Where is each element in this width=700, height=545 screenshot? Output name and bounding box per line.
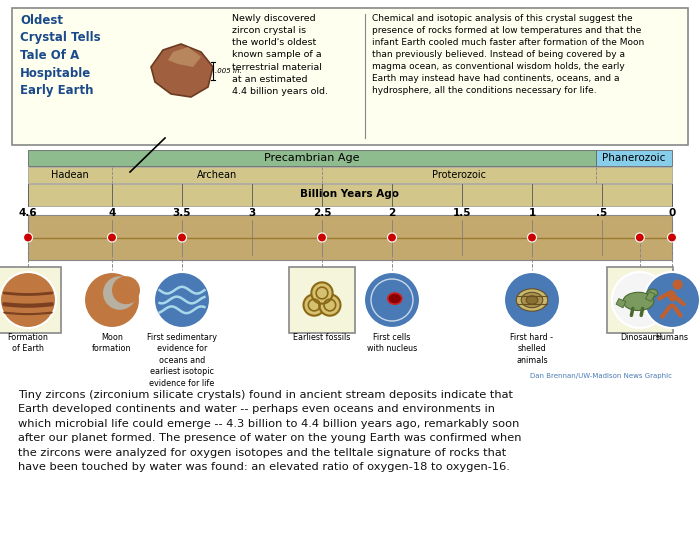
Circle shape: [0, 272, 56, 328]
Circle shape: [312, 282, 332, 304]
Circle shape: [318, 233, 326, 242]
Circle shape: [112, 276, 140, 304]
Circle shape: [84, 272, 140, 328]
Bar: [28, 167, 672, 183]
Circle shape: [636, 233, 644, 242]
Text: First sedimentary
evidence for
oceans and
earliest isotopic
evidence for life: First sedimentary evidence for oceans an…: [147, 333, 217, 388]
Text: 4.6: 4.6: [19, 208, 37, 218]
Circle shape: [504, 272, 560, 328]
Text: 1: 1: [528, 208, 536, 218]
Polygon shape: [151, 44, 213, 97]
Bar: [12, 8, 688, 145]
Text: Archean: Archean: [197, 170, 237, 180]
Text: 1.5: 1.5: [453, 208, 471, 218]
Ellipse shape: [668, 290, 676, 301]
Circle shape: [644, 272, 700, 328]
Text: Dan Brennan/UW-Madison News Graphic: Dan Brennan/UW-Madison News Graphic: [530, 373, 672, 379]
Text: .5: .5: [596, 208, 608, 218]
Ellipse shape: [388, 293, 402, 304]
Circle shape: [673, 280, 682, 289]
Ellipse shape: [623, 292, 654, 311]
Text: First cells
with nucleus: First cells with nucleus: [367, 333, 417, 354]
Ellipse shape: [647, 289, 658, 297]
Text: 0: 0: [668, 208, 676, 218]
Bar: [28, 215, 672, 260]
Text: Moon
formation: Moon formation: [92, 333, 132, 354]
Circle shape: [364, 272, 420, 328]
Text: Humans: Humans: [655, 333, 689, 342]
Bar: [28, 184, 672, 206]
Text: Dinosaurs: Dinosaurs: [620, 333, 660, 342]
Text: .005 in.: .005 in.: [215, 68, 242, 74]
Text: Chemical and isotopic analysis of this crystal suggest the
presence of rocks for: Chemical and isotopic analysis of this c…: [372, 14, 644, 95]
Circle shape: [178, 233, 186, 242]
Bar: [596, 150, 672, 166]
Polygon shape: [616, 299, 626, 308]
Circle shape: [668, 233, 676, 242]
Polygon shape: [645, 292, 655, 301]
Text: First hard -
shelled
animals: First hard - shelled animals: [510, 333, 554, 365]
Text: 3.5: 3.5: [173, 208, 191, 218]
Circle shape: [388, 233, 396, 242]
Circle shape: [108, 233, 116, 242]
Polygon shape: [168, 47, 201, 67]
Bar: [607, 267, 673, 333]
Text: Oldest
Crystal Tells
Tale Of A
Hospitable
Early Earth: Oldest Crystal Tells Tale Of A Hospitabl…: [20, 14, 101, 97]
Circle shape: [319, 294, 340, 316]
Text: 2.5: 2.5: [313, 208, 331, 218]
Text: 3: 3: [248, 208, 256, 218]
Circle shape: [528, 233, 536, 242]
Text: Tiny zircons (zirconium silicate crystals) found in ancient stream deposits indi: Tiny zircons (zirconium silicate crystal…: [18, 390, 522, 472]
Circle shape: [24, 233, 32, 242]
Circle shape: [612, 272, 668, 328]
Bar: [28, 150, 596, 166]
Bar: [0, 267, 61, 333]
Text: Phanerozoic: Phanerozoic: [603, 153, 666, 163]
Bar: [289, 267, 355, 333]
Text: Newly discovered
zircon crystal is
the world's oldest
known sample of a
terrestr: Newly discovered zircon crystal is the w…: [232, 14, 328, 96]
Text: 2: 2: [389, 208, 396, 218]
Ellipse shape: [522, 292, 542, 308]
Text: 4: 4: [108, 208, 116, 218]
Circle shape: [304, 294, 325, 316]
Ellipse shape: [517, 289, 547, 311]
Circle shape: [103, 276, 136, 310]
Text: Formation
of Earth: Formation of Earth: [8, 333, 48, 354]
Circle shape: [154, 272, 210, 328]
Text: Hadean: Hadean: [51, 170, 89, 180]
Ellipse shape: [526, 296, 538, 304]
Text: Earliest fossils: Earliest fossils: [293, 333, 351, 342]
Text: Proterozoic: Proterozoic: [432, 170, 486, 180]
Text: Billion Years Ago: Billion Years Ago: [300, 189, 400, 199]
Text: Precambrian Age: Precambrian Age: [265, 153, 360, 163]
